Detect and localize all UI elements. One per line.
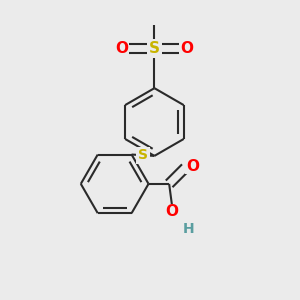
Text: O: O [115, 41, 128, 56]
Text: O: O [166, 204, 178, 219]
Text: S: S [149, 41, 160, 56]
Text: H: H [182, 222, 194, 236]
Text: S: S [138, 148, 148, 162]
Text: O: O [181, 41, 194, 56]
Text: O: O [186, 159, 199, 174]
